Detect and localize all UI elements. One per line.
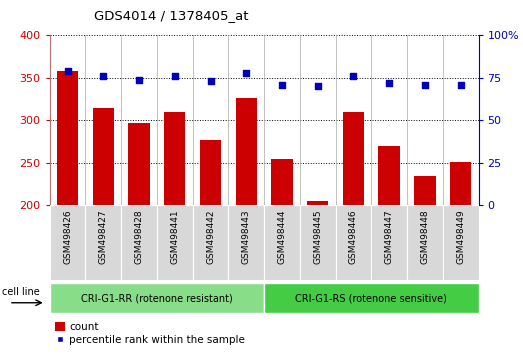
Bar xyxy=(264,205,300,280)
Bar xyxy=(50,205,85,280)
Point xyxy=(385,80,393,86)
Bar xyxy=(200,140,221,205)
Text: GSM498444: GSM498444 xyxy=(278,209,287,263)
Point xyxy=(313,84,322,89)
Bar xyxy=(57,71,78,205)
Text: GSM498449: GSM498449 xyxy=(456,209,465,264)
Bar xyxy=(121,205,157,280)
Bar xyxy=(379,146,400,205)
Bar xyxy=(128,123,150,205)
Bar xyxy=(443,205,479,280)
Point xyxy=(242,70,251,76)
Text: GSM498446: GSM498446 xyxy=(349,209,358,264)
Point xyxy=(420,82,429,87)
Text: GSM498445: GSM498445 xyxy=(313,209,322,264)
Point xyxy=(206,79,214,84)
Bar xyxy=(336,205,371,280)
Point xyxy=(457,82,465,87)
Bar xyxy=(85,205,121,280)
Bar xyxy=(450,162,471,205)
Text: GSM498441: GSM498441 xyxy=(170,209,179,264)
Bar xyxy=(407,205,443,280)
Bar xyxy=(264,283,479,313)
Text: GSM498427: GSM498427 xyxy=(99,209,108,264)
Bar xyxy=(192,205,229,280)
Bar xyxy=(414,176,436,205)
Bar xyxy=(300,205,336,280)
Text: GDS4014 / 1378405_at: GDS4014 / 1378405_at xyxy=(94,9,248,22)
Point xyxy=(170,73,179,79)
Bar xyxy=(93,108,114,205)
Text: GSM498426: GSM498426 xyxy=(63,209,72,264)
Bar xyxy=(343,112,364,205)
Bar xyxy=(229,205,264,280)
Text: GSM498443: GSM498443 xyxy=(242,209,251,264)
Legend: count, percentile rank within the sample: count, percentile rank within the sample xyxy=(55,322,245,345)
Text: CRI-G1-RR (rotenone resistant): CRI-G1-RR (rotenone resistant) xyxy=(81,293,233,303)
Point xyxy=(135,77,143,82)
Text: GSM498447: GSM498447 xyxy=(385,209,394,264)
Bar xyxy=(307,201,328,205)
Bar xyxy=(235,98,257,205)
Text: GSM498448: GSM498448 xyxy=(420,209,429,264)
Bar xyxy=(371,205,407,280)
Bar xyxy=(157,205,192,280)
Text: GSM498442: GSM498442 xyxy=(206,209,215,263)
Text: CRI-G1-RS (rotenone sensitive): CRI-G1-RS (rotenone sensitive) xyxy=(295,293,447,303)
Bar xyxy=(271,159,293,205)
Text: GSM498428: GSM498428 xyxy=(134,209,143,264)
Point xyxy=(63,68,72,74)
Point xyxy=(349,73,358,79)
Text: cell line: cell line xyxy=(3,287,40,297)
Point xyxy=(278,82,286,87)
Bar xyxy=(50,283,264,313)
Bar xyxy=(164,112,186,205)
Point xyxy=(99,73,108,79)
